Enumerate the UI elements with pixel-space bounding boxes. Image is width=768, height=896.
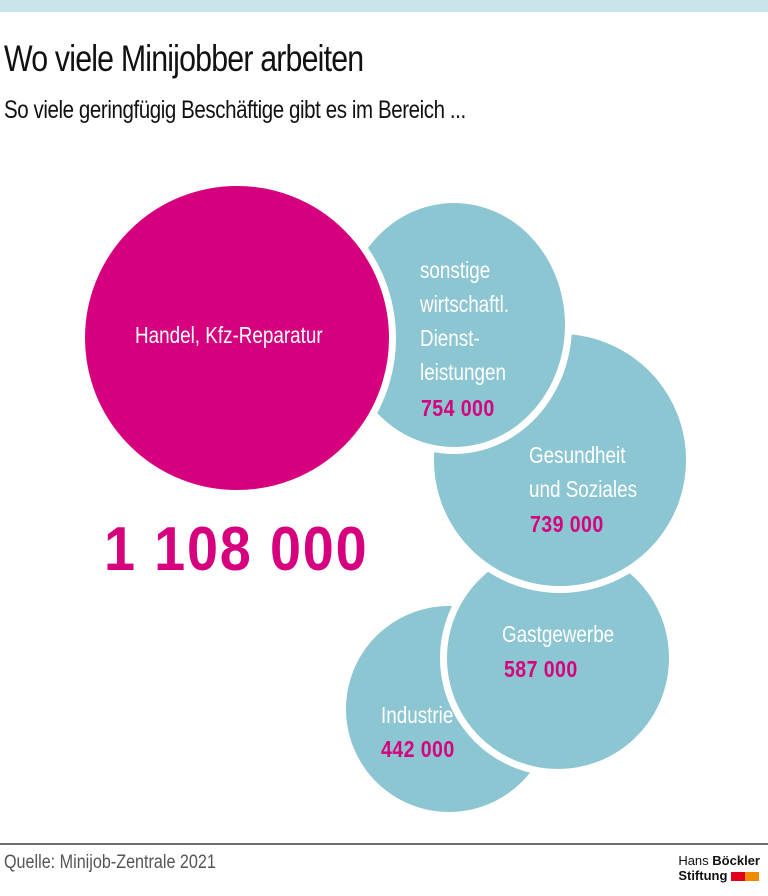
label-line: Dienst- [420, 325, 480, 351]
label-line: Industrie [381, 702, 454, 728]
bubble-label-handel: Handel, Kfz-Reparatur [135, 322, 323, 348]
chart-title: Wo viele Minijobber arbeiten [4, 38, 364, 79]
bubble-handel [78, 179, 396, 497]
logo-text-stiftung: Stiftung [678, 868, 728, 883]
handel-value: 1 108 000 [104, 515, 369, 584]
logo-red-square-icon [731, 872, 746, 882]
label-line: Gesundheit [529, 442, 626, 468]
label-line: sonstige [420, 257, 491, 283]
logo-orange-square-icon [745, 872, 760, 882]
top-accent-bar [0, 0, 768, 12]
label-line: wirtschaftl. [420, 291, 510, 317]
hans-boeckler-logo: Hans Böckler Stiftung [678, 853, 760, 883]
chart-subtitle: So viele geringfügig Beschäftige gibt es… [4, 96, 466, 124]
footer-divider [0, 843, 768, 845]
label-line: und Soziales [529, 476, 637, 502]
bubble-value: 739 000 [530, 511, 604, 537]
logo-text-hans: Hans [678, 853, 709, 868]
logo-line-1: Hans Böckler [678, 853, 760, 868]
bubble-value: 587 000 [504, 656, 578, 682]
source-note: Quelle: Minijob-Zentrale 2021 [4, 852, 216, 873]
label-line: leistungen [420, 359, 506, 385]
label-line: Gastgewerbe [502, 621, 615, 647]
bubble-value: 442 000 [381, 736, 455, 762]
bubble-value: 754 000 [421, 395, 495, 421]
logo-line-2: Stiftung [678, 868, 760, 883]
logo-text-boeckler: Böckler [712, 853, 760, 868]
